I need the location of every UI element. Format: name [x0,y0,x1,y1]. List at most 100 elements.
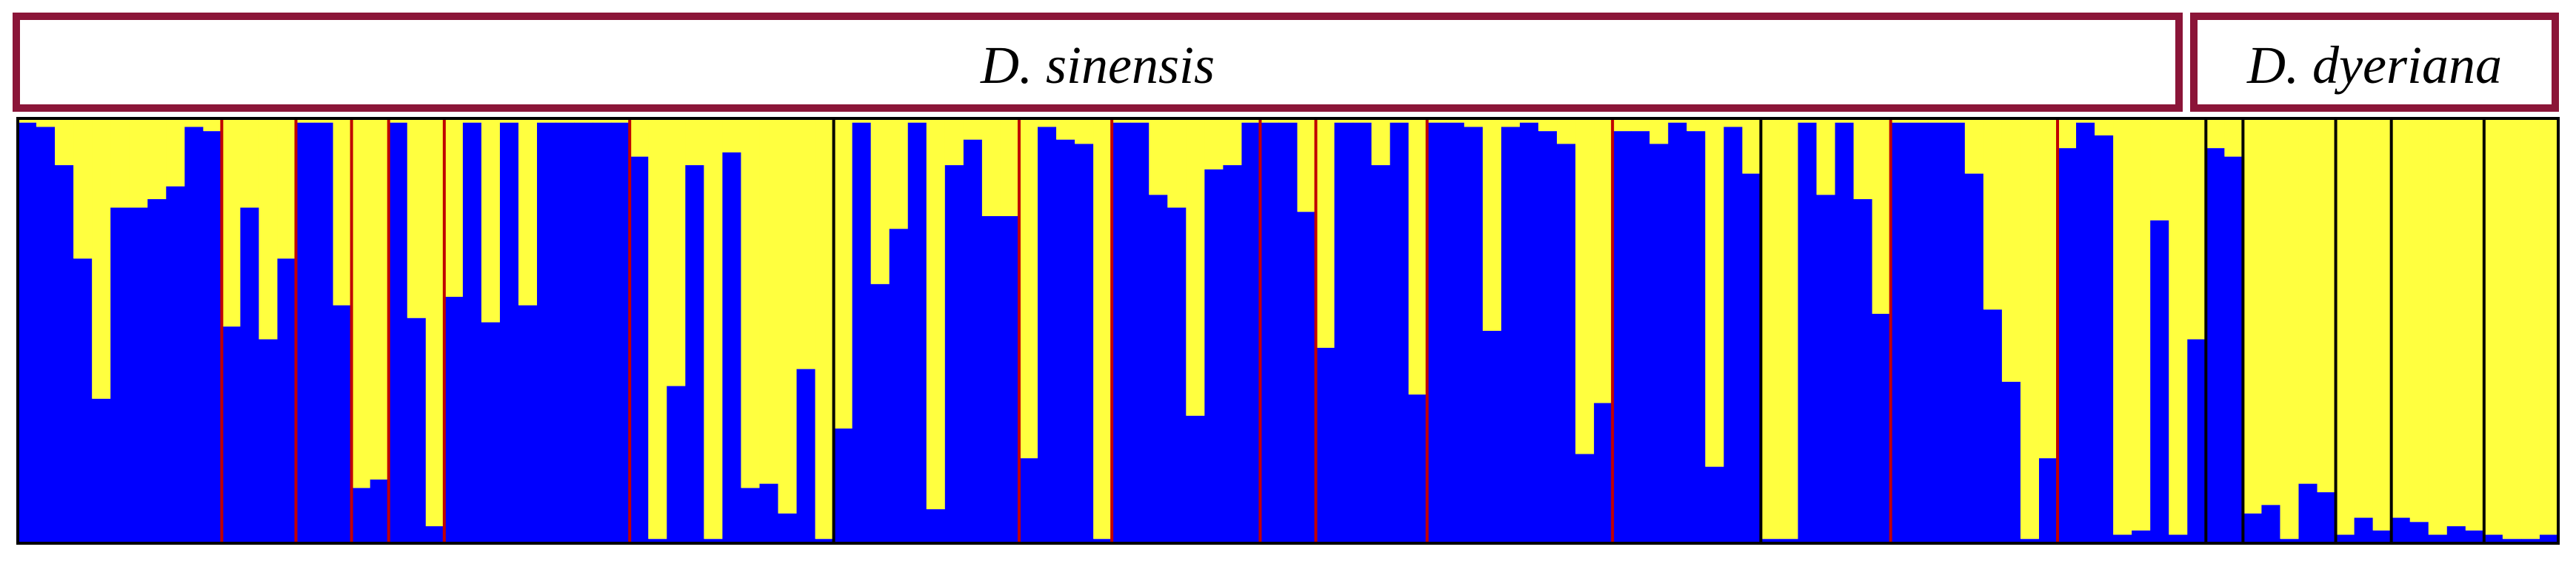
bar-cluster-yellow [296,118,316,123]
bar-cluster-blue [407,318,427,543]
bar-cluster-blue [166,186,185,543]
bar-cluster-blue [555,122,575,544]
bar-cluster-blue [1501,127,1521,544]
bar-cluster-blue [2132,530,2151,543]
bar-cluster-blue [2187,339,2206,543]
bar-cluster-blue [2243,513,2263,543]
bar-cluster-blue [1705,466,1724,543]
bar-cluster-blue [1149,195,1168,543]
bar-cluster-blue [1371,165,1391,543]
bar-cluster-blue [611,122,630,544]
bar-cluster-blue [2206,148,2225,543]
bar-cluster-yellow [1000,118,1020,217]
bar-cluster-blue [1334,122,1354,544]
bar-cluster-yellow [926,118,946,510]
bar-cluster-blue [1038,127,1057,544]
bar-cluster-blue [351,488,371,543]
bar-cluster-yellow [1872,118,1892,315]
bar-cluster-yellow [2095,118,2114,135]
bar-cluster-yellow [221,118,241,327]
bar-cluster-blue [1890,122,1910,544]
bar-cluster-blue [1872,314,1892,543]
bar-cluster-blue [444,297,464,543]
bar-cluster-yellow [537,118,556,123]
bar-cluster-blue [889,229,909,543]
bar-cluster-yellow [1427,118,1447,123]
bar-cluster-yellow [741,118,761,488]
bar-cluster-yellow [203,118,223,132]
bar-cluster-yellow [1371,118,1391,166]
species-header: D. sinensis D. dyeriana [13,13,2559,112]
bar-cluster-yellow [963,118,983,140]
bar-cluster-yellow [1742,118,1762,174]
bar-cluster-blue [55,165,74,543]
bar-cluster-yellow [1112,118,1131,123]
bar-cluster-yellow [314,118,334,123]
bar-cluster-yellow [648,118,667,540]
bar-cluster-blue [796,369,816,543]
bar-cluster-blue [481,322,501,543]
bar-cluster-blue [1056,139,1075,543]
bar-cluster-blue [907,122,927,544]
bar-cluster-blue [1557,144,1576,543]
bar-cluster-blue [741,488,761,543]
bar-cluster-blue [2446,526,2466,543]
bar-cluster-yellow [1798,118,1818,123]
bar-cluster-yellow [1297,118,1317,212]
bar-cluster-yellow [2187,118,2206,340]
bar-cluster-yellow [1724,118,1743,127]
bar-cluster-yellow [1334,118,1354,123]
bar-cluster-yellow [2261,118,2281,505]
bar-cluster-yellow [2483,118,2503,535]
bar-cluster-blue [2354,517,2374,543]
bar-cluster-yellow [815,118,835,540]
bar-cluster-yellow [1093,118,1112,540]
bar-cluster-yellow [2206,118,2225,149]
bar-cluster-yellow [1482,118,1502,331]
bar-cluster-blue [2113,534,2132,543]
bar-cluster-yellow [1464,118,1484,127]
bar-cluster-yellow [2020,118,2040,540]
bar-cluster-yellow [2132,118,2151,531]
bar-cluster-yellow [1389,118,1409,123]
bar-cluster-yellow [685,118,704,166]
bar-cluster-blue [2298,483,2318,543]
bar-cluster-yellow [462,118,482,123]
bar-cluster-yellow [1575,118,1595,454]
bar-cluster-blue [2224,156,2243,543]
bar-cluster-yellow [630,118,649,157]
bar-cluster-blue [240,207,260,543]
bar-cluster-yellow [2280,118,2300,540]
bar-cluster-blue [314,122,334,544]
bar-cluster-yellow [1038,118,1057,127]
bar-cluster-blue [833,429,853,543]
bar-cluster-blue [184,127,204,544]
bar-cluster-blue [722,152,742,544]
bar-cluster-blue [1649,144,1669,543]
bar-cluster-blue [129,207,148,543]
bar-cluster-blue [1964,173,1984,543]
bar-cluster-yellow [518,118,538,306]
bar-cluster-blue [815,539,835,543]
bar-cluster-yellow [2391,118,2411,518]
bar-cluster-yellow [166,118,185,187]
bar-cluster-yellow [1890,118,1910,123]
admixture-bars [18,118,2559,544]
bar-cluster-yellow [1223,118,1243,166]
bar-cluster-yellow [407,118,427,318]
bar-cluster-blue [704,539,723,543]
bar-cluster-yellow [1130,118,1149,123]
bar-cluster-yellow [129,118,148,208]
bar-cluster-blue [2150,220,2169,543]
bar-cluster-blue [963,139,983,543]
plot-frame [16,117,2560,545]
bar-cluster-yellow [2038,118,2058,459]
bar-cluster-blue [1204,169,1224,543]
bar-cluster-yellow [2317,118,2337,493]
bar-cluster-yellow [1612,118,1632,132]
bar-cluster-yellow [2520,118,2540,540]
bar-cluster-yellow [184,118,204,127]
bar-cluster-blue [2520,539,2540,543]
bar-cluster-yellow [2502,118,2522,540]
